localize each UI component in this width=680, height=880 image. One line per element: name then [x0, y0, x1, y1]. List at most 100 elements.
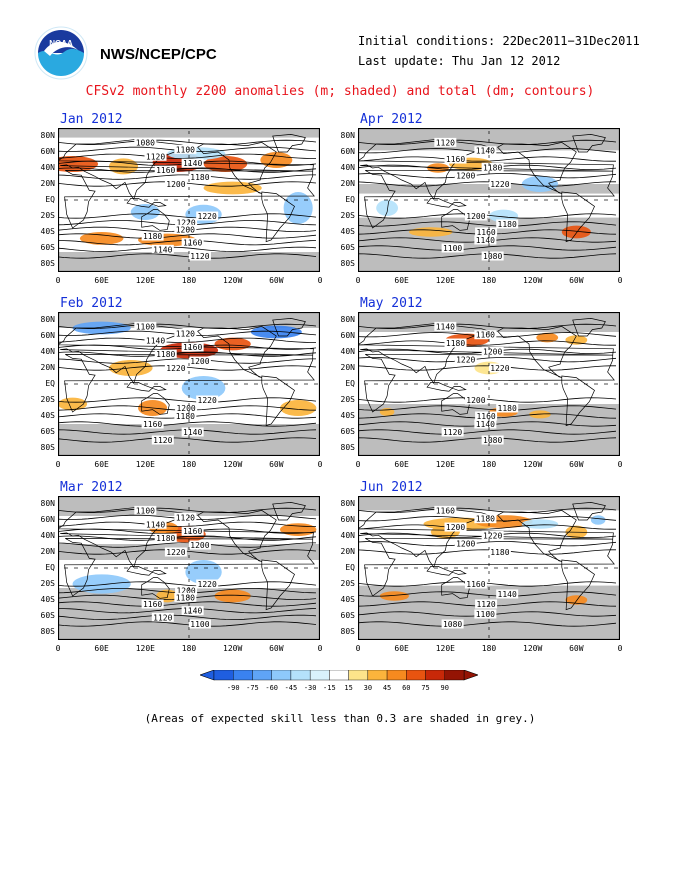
contour-label: 1180	[156, 534, 175, 543]
contour-label-bg	[174, 592, 197, 602]
contour-line	[58, 213, 317, 219]
anomaly-shading	[408, 227, 453, 237]
lat-tick-label: 40N	[340, 531, 355, 540]
lon-tick-label: 60W	[569, 276, 584, 285]
contour-label-bg	[181, 158, 204, 168]
coastline	[141, 209, 170, 231]
map-panel-apr: 1120 1140 1160 1180 1200 1220 1200 1180 1160 1140…	[341, 128, 622, 285]
lon-tick-label: 60W	[269, 644, 284, 653]
contour-line	[358, 221, 617, 227]
initial-conditions: Initial conditions: 22Dec2011−31Dec2011	[358, 34, 640, 48]
contour-label-bg	[141, 599, 164, 609]
lon-tick-label: 120W	[523, 644, 543, 653]
lon-tick-label: 120E	[135, 276, 155, 285]
lon-tick-label: 0	[617, 644, 623, 653]
colorbar-swatch	[367, 670, 388, 681]
contour-label: 1100	[176, 145, 195, 154]
contour-label-bg	[174, 144, 197, 154]
contour-label-bg	[196, 395, 219, 405]
figure-title: CFSv2 monthly z200 anomalies (m; shaded)…	[85, 84, 595, 99]
lon-tick-label: 0	[617, 276, 623, 285]
anomaly-shading	[279, 400, 317, 416]
contour-line	[358, 156, 616, 162]
colorbar-swatch	[444, 670, 465, 681]
anomaly-shading	[185, 560, 222, 584]
coastline	[441, 577, 470, 599]
contour-label: 1140	[476, 147, 495, 156]
contour-label: 1100	[136, 506, 155, 515]
contour-label-bg	[141, 231, 164, 241]
lon-tick-label: 120E	[135, 644, 155, 653]
contour-label: 1140	[146, 520, 165, 529]
colorbar: -90 -75 -60 -45 -30 -15 15 30 45 60 75 90	[200, 670, 478, 692]
contour-label-bg	[481, 251, 504, 261]
anomaly-shading	[72, 574, 131, 594]
contour-label: 1120	[153, 613, 172, 622]
contour-label-bg	[134, 321, 157, 331]
coastline	[561, 375, 595, 427]
contour-line	[358, 365, 616, 371]
panel-title-jun: Jun 2012	[360, 480, 423, 495]
contour-label-bg	[464, 395, 487, 405]
coastline	[126, 382, 167, 392]
anomaly-shading	[79, 232, 124, 245]
contour-line	[358, 245, 617, 251]
contour-label: 1100	[190, 620, 209, 629]
lat-tick-label: 40N	[340, 163, 355, 172]
contour-label: 1200	[456, 172, 475, 181]
colorbar-swatch	[425, 670, 445, 681]
anomaly-shading	[181, 376, 226, 400]
lat-tick-label: 40S	[340, 411, 355, 420]
contour-label-bg	[141, 419, 164, 429]
coastline	[561, 191, 595, 243]
contour-label-bg	[154, 533, 177, 543]
contour-label-bg	[488, 363, 511, 373]
contour-line	[58, 246, 317, 252]
contour-line	[58, 549, 317, 555]
lon-tick-label: 60W	[569, 644, 584, 653]
contour-label: 1200	[483, 347, 502, 356]
contour-line	[58, 601, 317, 607]
contour-label-bg	[164, 179, 187, 189]
contour-label-bg	[464, 579, 487, 589]
lat-tick-label: 80N	[40, 315, 55, 324]
colorbar-label: 75	[421, 684, 429, 692]
contour-label: 1140	[183, 159, 202, 168]
contour-label: 1220	[198, 396, 217, 405]
coastline	[426, 198, 467, 208]
coastline	[261, 191, 295, 243]
contour-label-bg	[175, 218, 198, 228]
panel-title-feb: Feb 2012	[60, 296, 123, 311]
map-frame	[358, 496, 620, 640]
contour-label-bg	[441, 427, 464, 437]
contour-line	[358, 213, 617, 219]
low-skill-shading	[358, 496, 620, 511]
contour-line	[358, 173, 617, 179]
contour-label: 1200	[456, 540, 475, 549]
contour-label-bg	[444, 154, 467, 164]
contour-label: 1180	[176, 412, 195, 421]
panel-title-may: May 2012	[360, 296, 423, 311]
lon-tick-label: 60W	[269, 460, 284, 469]
contour-label: 1200	[176, 404, 195, 413]
contour-label: 1220	[490, 180, 509, 189]
coastline	[141, 577, 170, 599]
contour-label: 1140	[498, 590, 517, 599]
lat-tick-label: 20N	[40, 179, 55, 188]
lon-tick-label: 180	[481, 460, 497, 469]
lon-tick-label: 0	[55, 276, 61, 285]
coastline	[64, 538, 315, 597]
lat-tick-label: 40S	[40, 411, 55, 420]
lat-tick-label: 20N	[40, 547, 55, 556]
contour-label: 1220	[176, 219, 195, 228]
map-panel-mar: 1100 1120 1140 1160 1180 1200 1220 1220 1200 1180…	[41, 496, 322, 653]
coastline	[197, 142, 277, 194]
contour-label-bg	[188, 172, 211, 182]
contour-label: 1140	[436, 322, 455, 331]
contour-line	[358, 507, 617, 513]
map-svg: 1100112011401160118012001220122012001180…	[58, 496, 320, 640]
map-svg: 1140116011801200122012201200118011601140…	[358, 312, 620, 456]
lat-tick-label: 60N	[340, 331, 355, 340]
contour-label: 1140	[146, 336, 165, 345]
lon-tick-label: 180	[481, 276, 497, 285]
